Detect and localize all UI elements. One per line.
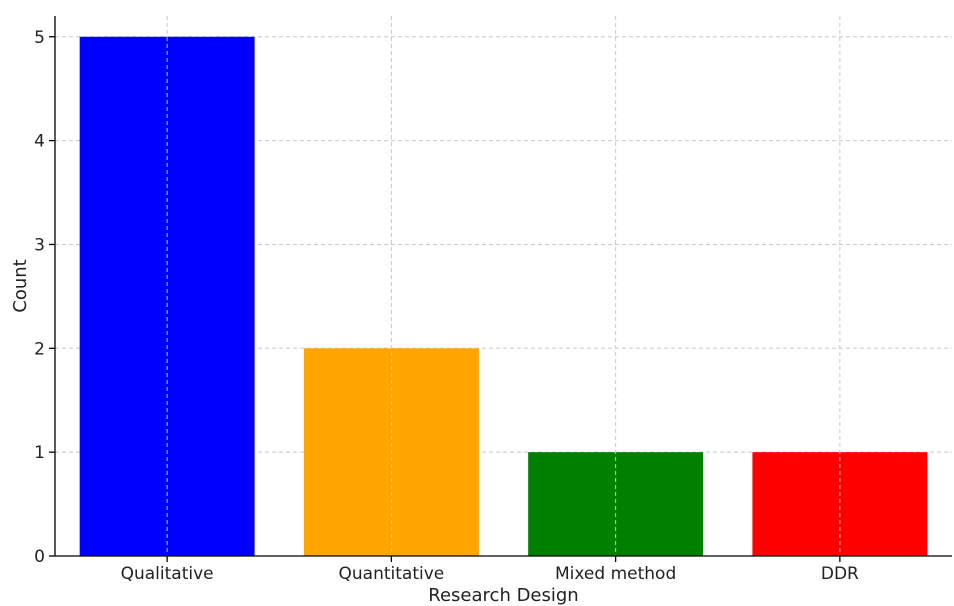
y-tick-label: 1 [34,443,45,463]
y-tick-label: 0 [34,547,45,567]
y-ticks: 0 1 2 3 4 5 [34,28,55,567]
y-tick-label: 2 [34,339,45,359]
x-ticks: Qualitative Quantitative Mixed method DDR [121,556,859,584]
x-tick-label: Mixed method [555,564,676,584]
y-axis-title: Count [10,259,31,312]
bar [752,452,928,556]
y-tick-label: 4 [34,132,45,152]
x-axis-title: Research Design [428,585,578,606]
axes [54,16,952,557]
x-tick-label: Qualitative [121,564,214,584]
x-tick-label: Quantitative [339,564,445,584]
x-tick-label: DDR [821,564,859,584]
bars [79,16,928,557]
y-tick-label: 5 [34,28,45,48]
y-tick-label: 3 [34,235,45,255]
bar [528,452,704,556]
